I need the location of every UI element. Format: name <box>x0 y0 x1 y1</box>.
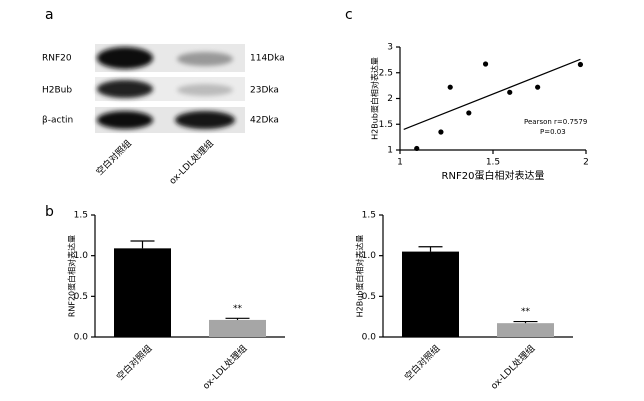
x-tick-label: ox-LDL处理组 <box>488 342 537 391</box>
panel-label: b <box>45 204 54 220</box>
fit-line <box>403 58 581 130</box>
x-tick-label: 1 <box>397 158 403 168</box>
point <box>447 84 453 90</box>
y-tick-label: 2.5 <box>379 68 393 78</box>
blot-size: 23Dka <box>250 86 279 96</box>
annotation: Pearson r=0.7579 <box>524 118 587 126</box>
blot-protein: β-actin <box>42 116 73 126</box>
point <box>507 89 513 95</box>
x-tick-label: 空白对照组 <box>402 342 442 382</box>
bar <box>209 319 266 337</box>
y-tick-label: 1.0 <box>362 251 377 261</box>
y-tick-label: 0.5 <box>362 292 376 302</box>
point <box>577 61 584 68</box>
blot-lane: 空白对照组 <box>94 137 134 177</box>
y-axis-label: H2Bub蛋白相对表达量 <box>370 57 380 140</box>
panel-label: c <box>345 7 353 23</box>
y-tick-label: 0.0 <box>362 333 377 343</box>
point <box>414 145 420 152</box>
point <box>482 61 489 67</box>
blot-lane: ox-LDL处理组 <box>167 137 216 186</box>
blot-protein: H2Bub <box>42 86 72 96</box>
y-tick-label: 0.0 <box>74 333 89 343</box>
y-tick-label: 2 <box>387 94 393 104</box>
x-tick-label: 2 <box>583 158 589 168</box>
y-tick-label: 1 <box>387 146 393 156</box>
point <box>438 129 444 135</box>
bar <box>497 323 554 337</box>
x-axis-label: RNF20蛋白相对表达量 <box>442 169 545 182</box>
y-tick-label: 3 <box>387 43 393 53</box>
y-tick-label: 1.5 <box>74 211 88 221</box>
panel-label: a <box>45 7 54 23</box>
y-axis-label: H2Bub蛋白相对表达量 <box>355 235 365 318</box>
significance: ** <box>521 307 531 317</box>
y-tick-label: 1.0 <box>74 251 89 261</box>
blot-protein: RNF20 <box>42 54 72 64</box>
blot <box>95 44 245 133</box>
x-tick-label: 空白对照组 <box>114 342 154 382</box>
y-axis-label: RNF20蛋白相对表达量 <box>67 235 77 317</box>
x-tick-label: 1.5 <box>486 158 500 168</box>
x-tick-label: ox-LDL处理组 <box>200 342 249 391</box>
y-tick-label: 1.5 <box>379 120 393 130</box>
y-tick-label: 0.5 <box>74 292 88 302</box>
significance: ** <box>233 304 243 314</box>
point <box>466 110 472 116</box>
bar <box>114 248 171 337</box>
annotation: P=0.03 <box>540 128 566 136</box>
blot-size: 114Dka <box>250 54 285 64</box>
blot-size: 42Dka <box>250 116 279 126</box>
bar <box>402 251 459 337</box>
y-tick-label: 1.5 <box>362 211 376 221</box>
point <box>535 84 541 90</box>
